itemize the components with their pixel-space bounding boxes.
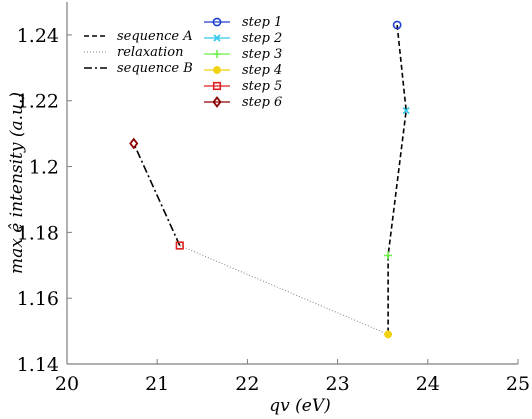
legend-label: step 6: [242, 95, 282, 110]
axes: 20 21 22 23 24 25 1.14 1.16 1.18 1.2 1.22 1.24: [17, 2, 530, 395]
legend-label: sequence B: [117, 61, 193, 76]
point-step-6: [129, 137, 139, 150]
point-step-4: [384, 330, 393, 339]
y-tick-label: 1.14: [17, 354, 59, 376]
legend-label: step 5: [242, 79, 282, 94]
legend-marker: [213, 50, 221, 58]
x-axis-label: qv (eV): [269, 396, 331, 416]
x-tick-label: 22: [235, 373, 259, 395]
legend-label: relaxation: [117, 45, 183, 60]
chart-markers: [129, 20, 410, 339]
legend-marker: [213, 34, 221, 42]
legend-marker: [212, 96, 222, 108]
y-tick-label: 1.24: [17, 25, 59, 47]
x-tick-label: 20: [55, 373, 79, 395]
legend-label: step 2: [242, 31, 282, 46]
line-sequence-A: [387, 24, 407, 335]
legend-label: step 4: [242, 63, 282, 78]
line-sequence-B: [133, 143, 181, 246]
point-step-2: [402, 107, 410, 115]
chart-lines: [133, 24, 407, 335]
point-step-3: [384, 251, 393, 260]
line-relaxation: [179, 245, 389, 335]
y-axis-label: max ê intensity (a.u.): [7, 92, 27, 274]
point-step-5: [175, 241, 184, 250]
y-tick-label: 1.2: [29, 157, 59, 179]
y-tick-label: 1.22: [17, 91, 59, 113]
x-tick-label: 21: [145, 373, 169, 395]
x-tick-label: 25: [506, 373, 530, 395]
legend-marker: [212, 81, 222, 91]
legend-label: step 3: [242, 47, 282, 62]
legend-label: step 1: [242, 15, 282, 30]
x-tick-label: 24: [416, 373, 440, 395]
y-tick-label: 1.18: [17, 222, 59, 244]
point-step-1: [392, 20, 402, 30]
legend-marker: [213, 66, 221, 74]
legend-label: sequence A: [117, 29, 193, 44]
y-tick-label: 1.16: [17, 288, 59, 310]
legend-marker: [212, 17, 222, 27]
x-tick-label: 23: [326, 373, 350, 395]
